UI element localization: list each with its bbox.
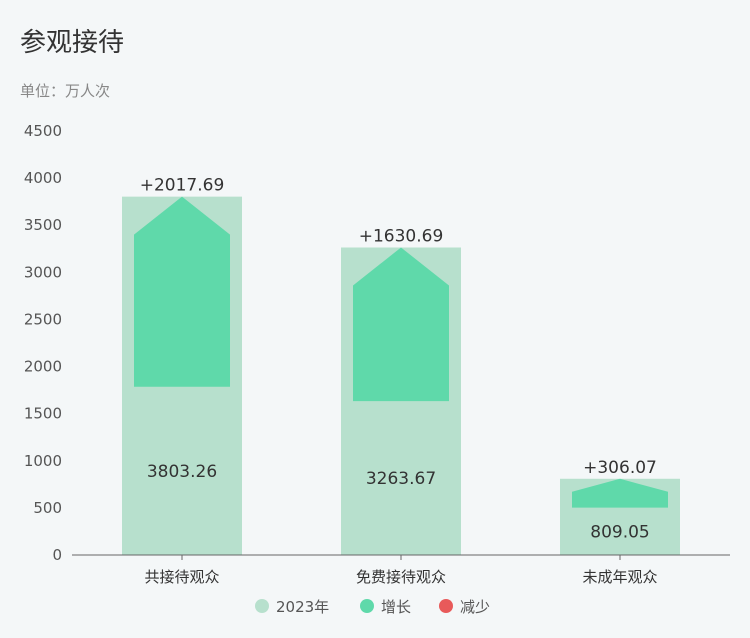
legend[interactable]: 2023年 增长 减少 [255,598,490,616]
bar-value-label: 3263.67 [366,469,436,489]
y-tick-label: 1000 [24,452,62,470]
y-tick-label: 3500 [24,216,62,234]
y-axis: 0 500 1000 1500 2000 2500 3000 3500 4000 4500 [24,122,62,564]
y-tick-label: 2500 [24,310,62,328]
legend-label: 减少 [460,598,490,616]
y-tick-label: 4500 [24,122,62,140]
x-category-label: 免费接待观众 [356,568,446,586]
bar-value-label: 809.05 [590,522,649,542]
legend-item[interactable]: 增长 [360,598,411,616]
bar-value-label: 3803.26 [147,462,217,482]
chart-title: 参观接待 [20,28,125,58]
growth-value-label: +2017.69 [140,176,225,196]
x-category-label: 共接待观众 [144,568,219,586]
legend-label: 2023年 [276,598,329,616]
y-tick-label: 1500 [24,405,62,423]
legend-marker [255,599,269,613]
legend-marker [360,599,374,613]
legend-item[interactable]: 减少 [439,598,490,616]
bar-growth-arrow[interactable] [134,196,230,387]
y-tick-label: 0 [52,546,62,564]
x-category-label: 未成年观众 [582,568,657,586]
y-tick-label: 2000 [24,358,62,376]
y-tick-label: 4000 [24,169,62,187]
growth-value-label: +1630.69 [359,226,444,246]
bar-growth-arrow[interactable] [572,478,668,508]
legend-marker [439,599,453,613]
legend-item[interactable]: 2023年 [255,598,329,616]
unit-label: 单位：万人次 [20,82,111,100]
bars-group: +2017.69 3803.26 +1630.69 3263.67 +306.07 809… [122,176,680,556]
bar-growth-arrow[interactable] [353,247,449,402]
y-tick-label: 500 [33,499,62,517]
y-tick-label: 3000 [24,263,62,281]
growth-value-label: +306.07 [583,458,657,478]
x-axis-labels: 共接待观众 免费接待观众 未成年观众 [144,555,658,586]
legend-label: 增长 [381,598,411,616]
